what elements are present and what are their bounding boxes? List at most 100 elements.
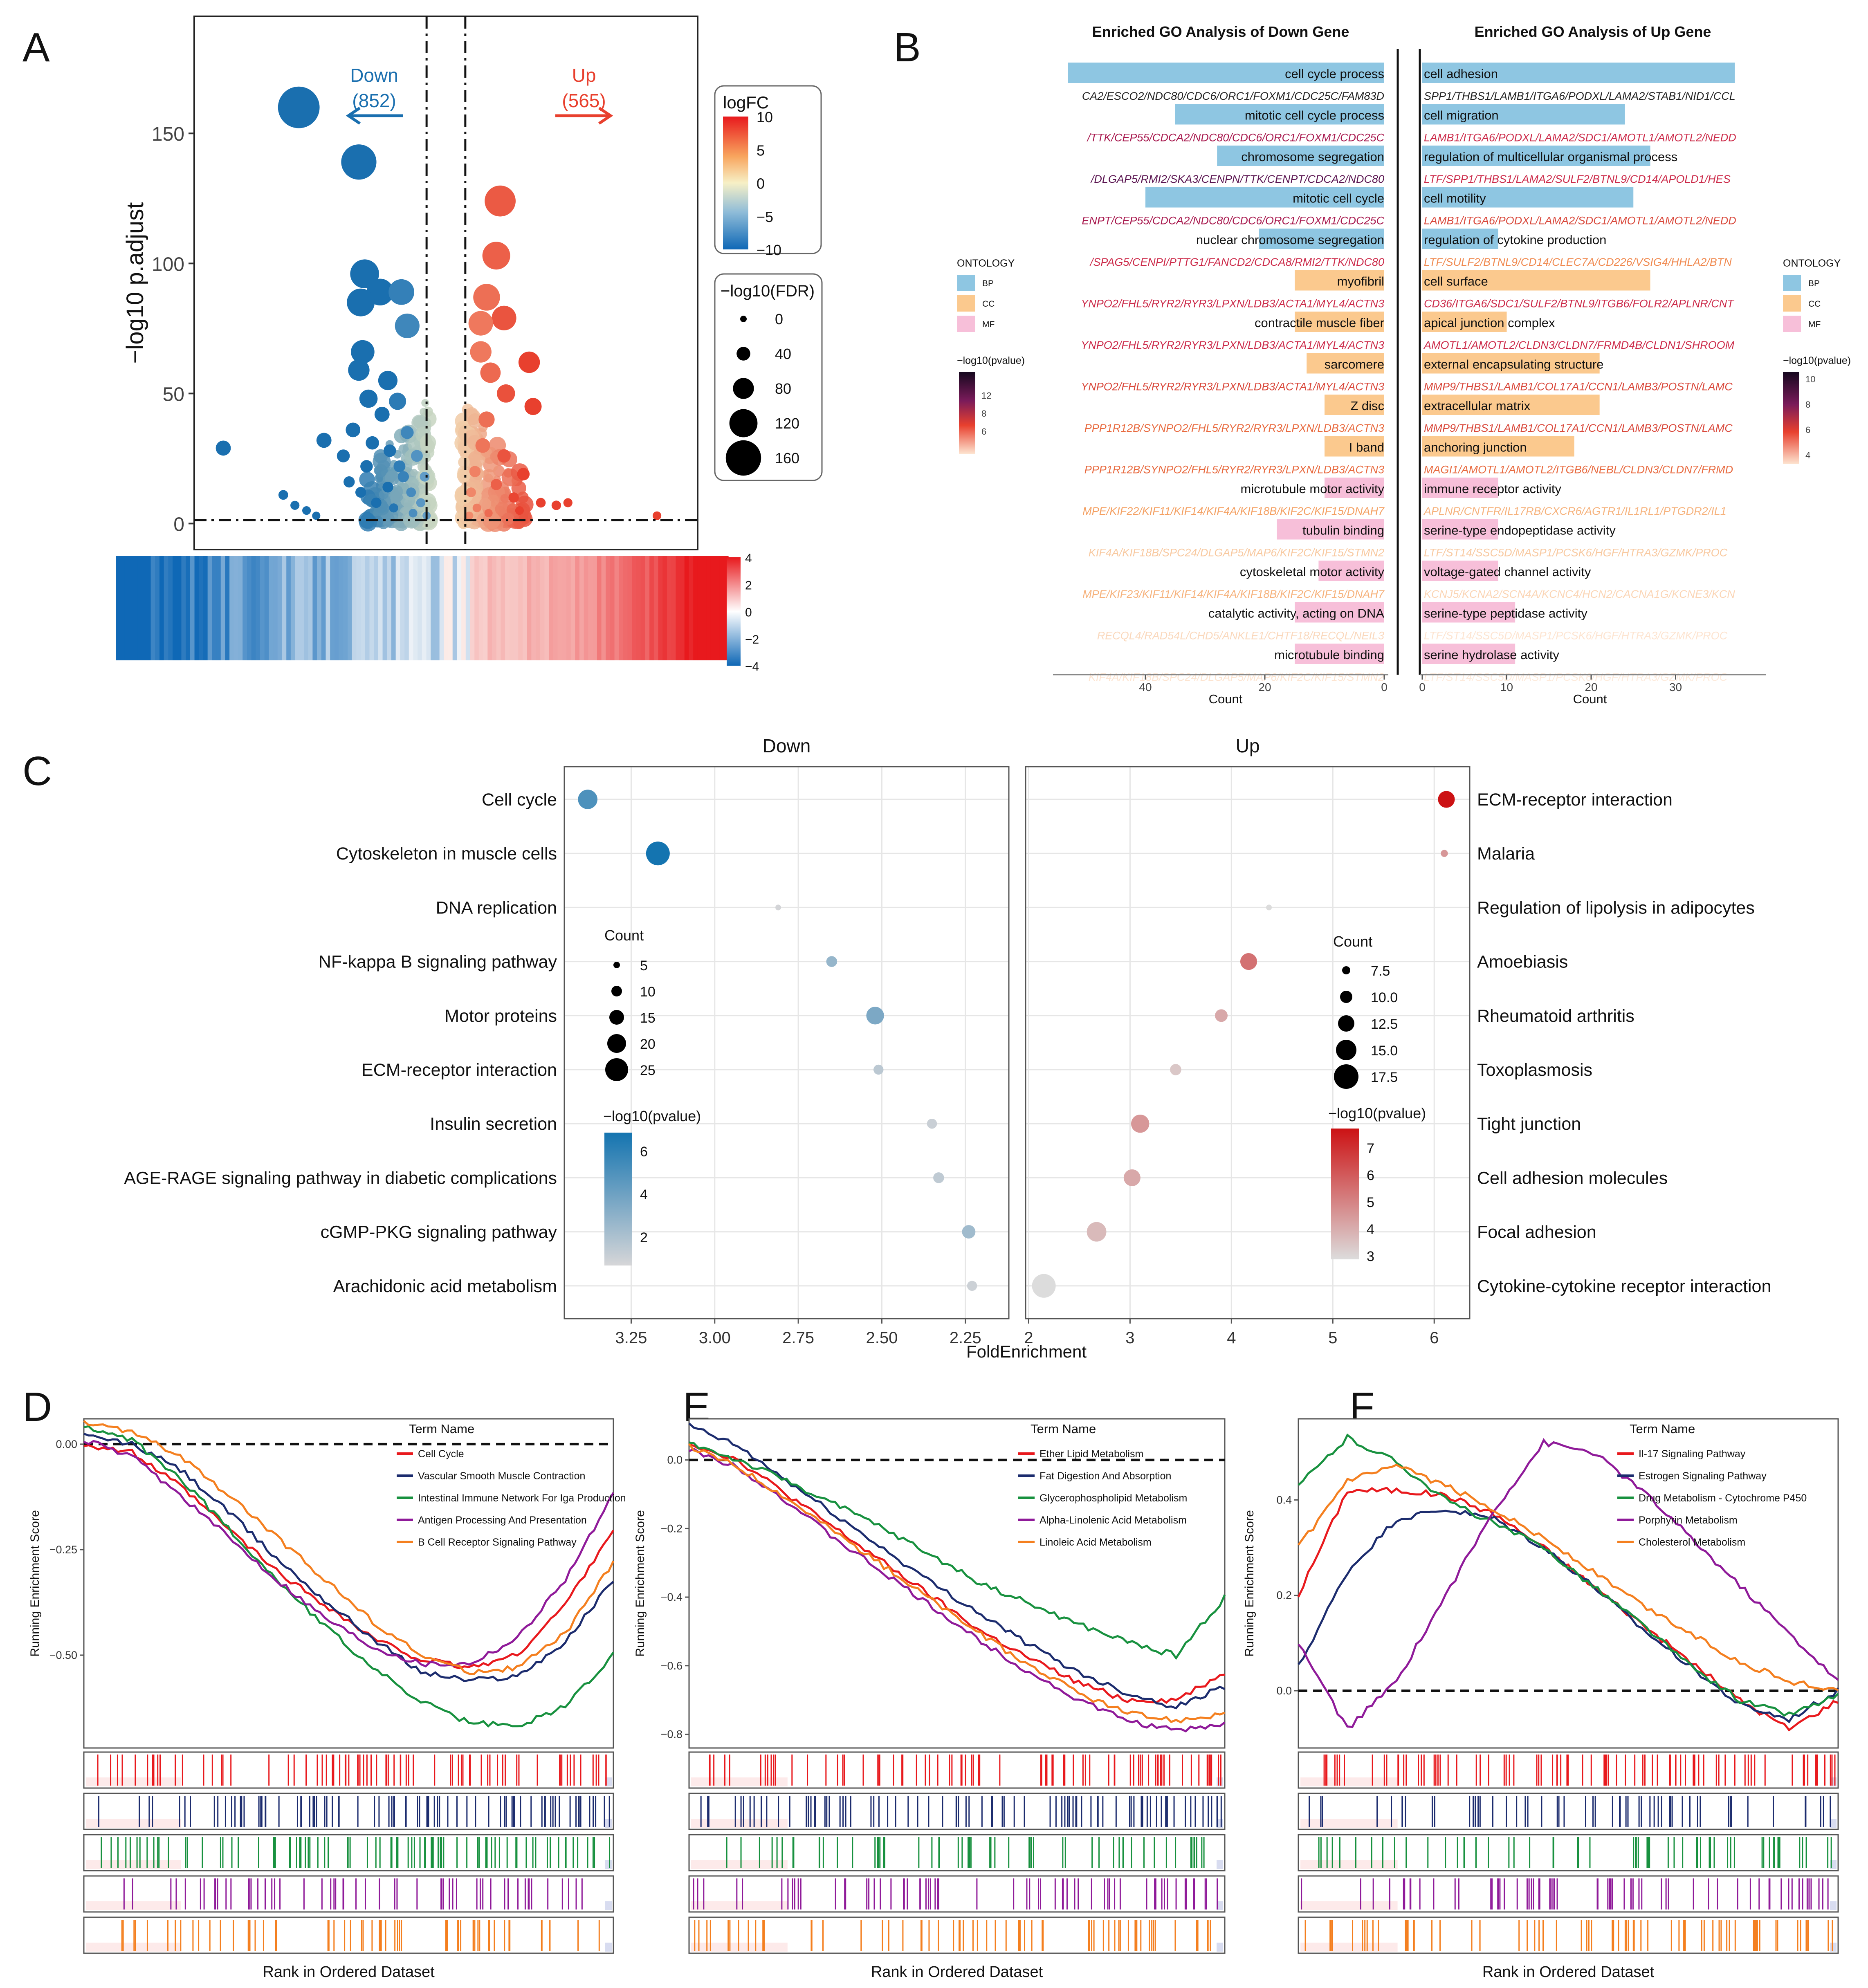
heatmap-cell: [457, 556, 462, 660]
es-frame: [83, 1418, 614, 1749]
heatmap-tick: 0: [745, 606, 752, 619]
legend-size-dot: [1334, 1064, 1358, 1089]
volcano-point: [480, 362, 501, 383]
legend-size-label: 15.0: [1371, 1043, 1398, 1059]
kegg-point: [967, 1281, 977, 1291]
legend-title: −log10(FDR): [721, 282, 815, 300]
logfc-colorbar: [723, 117, 748, 249]
heatmap-cell: [593, 556, 597, 660]
x-tick-label: 2.75: [782, 1329, 814, 1347]
go-down-term: sarcomere: [1325, 357, 1384, 372]
volcano-point: [475, 438, 490, 453]
legend-size-label: 7.5: [1371, 963, 1390, 979]
kegg-point: [578, 790, 597, 809]
x-tick-label: 3.25: [615, 1329, 647, 1347]
facet-up-label: Up: [1236, 735, 1260, 756]
volcano-frame: [193, 16, 698, 550]
y-axis-label: Running Enrichment Score: [28, 1510, 42, 1657]
heatmap-tick: 4: [745, 552, 752, 565]
up-arrow-head: [598, 107, 613, 125]
go-down-genes: YNPO2/FHL5/RYR2/RYR3/LPXN/LDB3/ACTA1/MYL…: [1081, 339, 1384, 351]
go-down-bar: [1307, 353, 1384, 374]
heatmap-cell: [487, 556, 492, 660]
go-down-term: nuclear chromosome segregation: [1196, 233, 1384, 247]
go-down-bar: [1325, 395, 1384, 415]
go-down-bar: [1277, 519, 1384, 540]
volcano-point: [479, 498, 492, 510]
go-down-term: contractile muscle fiber: [1255, 316, 1384, 330]
colorbar-tick: 6: [1367, 1168, 1374, 1183]
legend-label: Estrogen Signaling Pathway: [1639, 1470, 1767, 1482]
go-up-bar: [1422, 602, 1516, 623]
go-up-term: serine hydrolase activity: [1424, 648, 1559, 662]
go-down-bar: [1295, 602, 1384, 623]
volcano-point: [467, 413, 483, 428]
legend-size-dot: [605, 1058, 628, 1081]
heatmap-cell: [395, 556, 401, 660]
heatmap-cell: [627, 556, 633, 660]
legend-label: MF: [982, 320, 995, 329]
heatmap-cell: [400, 556, 405, 660]
ontology-legend-left: ONTOLOGY BP CC MF: [957, 258, 1015, 332]
es-curve: [688, 1447, 1226, 1733]
heatmap-cell: [256, 556, 260, 660]
kegg-point: [1215, 1009, 1228, 1022]
heatmap-cell: [264, 556, 269, 660]
heatmap-cell: [339, 556, 344, 660]
kegg-term-up: Regulation of lipolysis in adipocytes: [1477, 898, 1755, 918]
pv-tick: 10: [1805, 374, 1815, 384]
kegg-term-down: Cytoskeleton in muscle cells: [336, 844, 557, 864]
legend-tick: 0: [757, 175, 765, 192]
volcano-point: [395, 313, 420, 339]
heatmap-cell: [697, 556, 703, 660]
heatmap-cell: [636, 556, 641, 660]
volcano-point: [502, 512, 514, 525]
heatmap-cell: [155, 556, 160, 660]
panel-c: C Down Up 3.25 3.00 2.75 2.50 2.25 Cell cycle Cyt…: [22, 735, 1771, 1361]
volcano-point: [473, 284, 500, 311]
heatmap-cell: [575, 556, 580, 660]
heatmap-cell: [225, 556, 230, 660]
up-x-label: Count: [1573, 692, 1607, 706]
legend-swatch: [1783, 316, 1801, 332]
volcano-point: [347, 288, 375, 316]
go-up-bar: [1422, 146, 1650, 166]
go-up-bar: [1422, 187, 1634, 208]
heatmap-cell: [514, 556, 519, 660]
heatmap-cell: [391, 556, 396, 660]
heatmap-cell: [330, 556, 335, 660]
heatmap-cell: [374, 556, 379, 660]
go-up-bar: [1422, 436, 1574, 457]
heatmap-cell: [719, 556, 724, 660]
heatmap-cell: [321, 556, 326, 660]
go-up-genes: MAGI1/AMOTL1/AMOTL2/ITGB6/NEBL/CLDN3/CLD…: [1424, 464, 1733, 476]
volcano-point: [316, 433, 332, 448]
volcano-point: [411, 450, 423, 462]
kegg-point: [1240, 953, 1257, 970]
volcano-point: [536, 498, 546, 508]
es-curve: [1298, 1510, 1839, 1723]
heatmap-cell: [286, 556, 291, 660]
go-down-term: tubulin binding: [1302, 523, 1384, 538]
heatmap-cell: [173, 556, 177, 660]
heatmap-cell: [369, 556, 375, 660]
y-tick-label: −0.6: [661, 1660, 683, 1672]
rank-shade: [691, 1777, 788, 1786]
volcano-point: [485, 185, 516, 217]
go-down-bar: [1295, 644, 1384, 664]
legend-size-label: 80: [775, 380, 791, 397]
heatmap-cell: [671, 556, 676, 660]
kegg-point: [1438, 791, 1455, 808]
pv-legend-title: −log10(pvalue): [957, 355, 1025, 366]
heatmap-cell: [684, 556, 689, 660]
volcano-point: [383, 444, 396, 457]
volcano-point: [495, 502, 510, 516]
x-tick-label: 20: [1258, 681, 1271, 693]
heatmap-cell: [159, 556, 164, 660]
y-tick-label: −0.2: [661, 1522, 683, 1535]
volcano-point: [290, 500, 300, 510]
heatmap-cell: [501, 556, 506, 660]
rank-shade: [691, 1901, 788, 1910]
rank-shade: [86, 1777, 182, 1786]
volcano-point: [652, 511, 662, 520]
